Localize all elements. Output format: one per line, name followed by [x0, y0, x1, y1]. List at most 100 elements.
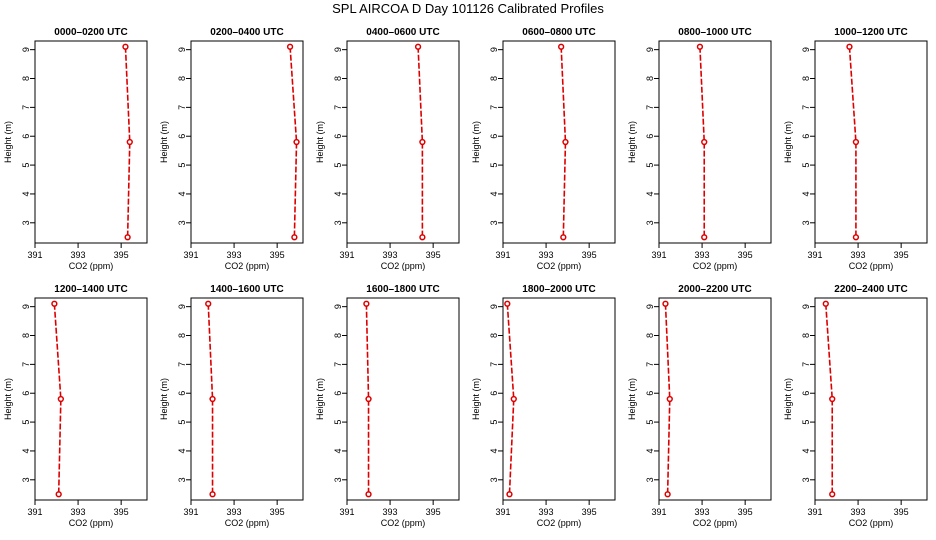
y-tick-label: 5 [177, 163, 187, 168]
data-point [696, 43, 704, 50]
y-tick-label: 3 [333, 220, 343, 225]
x-tick-label: 393 [539, 507, 554, 517]
x-tick-label: 393 [851, 250, 866, 260]
plot-frame [190, 40, 304, 244]
data-point [664, 491, 671, 498]
y-tick-label: 7 [801, 105, 811, 110]
data-point [666, 395, 673, 403]
y-tick-label: 3 [645, 477, 655, 482]
y-tick-label: 5 [21, 420, 31, 425]
panel-7: 1200–1400 UTC 391 393 395 3 4 5 6 7 8 9 CO2 (ppm) He… [3, 284, 148, 528]
y-tick-label: 7 [21, 362, 31, 367]
y-tick-label: 6 [333, 134, 343, 139]
data-point [662, 300, 669, 307]
data-point [124, 234, 131, 241]
plot-frame [34, 40, 148, 244]
panel-5: 0800–1000 UTC 391 393 395 3 4 5 6 7 8 9 CO2 (ppm) He… [627, 27, 772, 271]
x-axis-label: CO2 (ppm) [693, 261, 738, 271]
data-point [55, 491, 62, 498]
y-tick-label: 8 [21, 333, 31, 338]
x-axis-label: CO2 (ppm) [693, 518, 738, 528]
x-tick-label: 391 [27, 250, 42, 260]
data-point [560, 234, 567, 241]
y-tick-label: 7 [489, 105, 499, 110]
y-tick-label: 7 [177, 362, 187, 367]
y-tick-label: 5 [801, 420, 811, 425]
panel-8: 1400–1600 UTC 391 393 395 3 4 5 6 7 8 9 CO2 (ppm) He… [159, 284, 304, 528]
y-tick-label: 4 [801, 191, 811, 196]
y-tick-label: 7 [21, 105, 31, 110]
y-tick-label: 3 [333, 477, 343, 482]
data-point [291, 234, 298, 241]
y-tick-label: 6 [177, 134, 187, 139]
x-axis-label: CO2 (ppm) [381, 518, 426, 528]
y-tick-label: 7 [333, 362, 343, 367]
y-tick-label: 4 [333, 448, 343, 453]
y-axis-label: Height (m) [159, 378, 169, 420]
x-tick-label: 391 [495, 507, 510, 517]
data-point [829, 395, 836, 403]
x-tick-label: 391 [339, 507, 354, 517]
y-tick-label: 3 [801, 477, 811, 482]
y-tick-label: 5 [489, 420, 499, 425]
x-tick-label: 395 [894, 507, 909, 517]
data-point [209, 491, 216, 498]
x-axis-label: CO2 (ppm) [849, 261, 894, 271]
y-tick-label: 5 [333, 163, 343, 168]
panel-title: 0600–0800 UTC [522, 27, 595, 38]
y-tick-label: 6 [801, 134, 811, 139]
x-axis-label: CO2 (ppm) [69, 518, 114, 528]
y-tick-label: 4 [489, 191, 499, 196]
x-tick-label: 391 [807, 507, 822, 517]
y-tick-label: 8 [333, 333, 343, 338]
x-axis-label: CO2 (ppm) [69, 261, 114, 271]
data-point [122, 43, 129, 50]
x-tick-label: 393 [227, 250, 242, 260]
x-tick-label: 393 [383, 507, 398, 517]
y-tick-label: 5 [801, 163, 811, 168]
data-point [701, 234, 708, 241]
data-point [414, 43, 422, 50]
y-tick-label: 5 [489, 163, 499, 168]
x-tick-label: 391 [27, 507, 42, 517]
data-point [852, 138, 860, 146]
data-point [506, 491, 513, 498]
panel-title: 0200–0400 UTC [210, 27, 283, 38]
panel-title: 0000–0200 UTC [54, 27, 127, 38]
y-tick-label: 8 [177, 76, 187, 81]
y-axis-label: Height (m) [159, 121, 169, 163]
y-tick-label: 9 [21, 47, 31, 52]
x-tick-label: 393 [695, 507, 710, 517]
data-point [365, 395, 372, 403]
x-tick-label: 395 [582, 250, 597, 260]
panel-3: 0400–0600 UTC 391 393 395 3 4 5 6 7 8 9 CO2 (ppm) He… [315, 27, 460, 271]
x-axis-label: CO2 (ppm) [537, 518, 582, 528]
y-tick-label: 6 [21, 391, 31, 396]
x-axis-label: CO2 (ppm) [225, 261, 270, 271]
y-tick-label: 5 [645, 163, 655, 168]
y-tick-label: 4 [645, 191, 655, 196]
y-axis-label: Height (m) [315, 378, 325, 420]
plot-frame [190, 297, 304, 501]
x-tick-label: 395 [738, 507, 753, 517]
y-tick-label: 3 [21, 477, 31, 482]
x-tick-label: 395 [738, 250, 753, 260]
x-tick-label: 393 [539, 250, 554, 260]
data-point [829, 491, 836, 498]
y-tick-label: 9 [489, 47, 499, 52]
y-tick-label: 6 [645, 391, 655, 396]
y-tick-label: 9 [177, 304, 187, 309]
panel-title: 1400–1600 UTC [210, 284, 283, 295]
panel-title: 1200–1400 UTC [54, 284, 127, 295]
y-tick-label: 9 [645, 47, 655, 52]
y-tick-label: 7 [489, 362, 499, 367]
y-tick-label: 4 [21, 191, 31, 196]
data-point [363, 300, 370, 307]
panel-title: 0800–1000 UTC [678, 27, 751, 38]
y-tick-label: 6 [21, 134, 31, 139]
x-tick-label: 391 [183, 250, 198, 260]
y-tick-label: 4 [177, 191, 187, 196]
y-tick-label: 4 [333, 191, 343, 196]
plot-frame [658, 297, 772, 501]
